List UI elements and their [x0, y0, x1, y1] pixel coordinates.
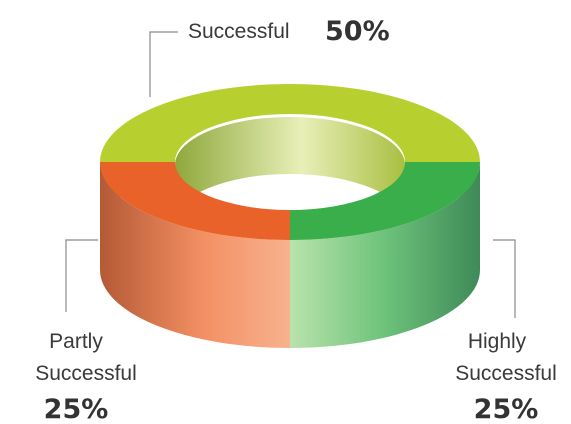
leader-line-partly-successful [65, 239, 98, 312]
slice-side-1 [290, 162, 480, 348]
donut-inner-wall [175, 117, 405, 222]
slices [100, 84, 480, 348]
slice-top-successful [100, 84, 480, 162]
slice-top-partly-successful [100, 162, 290, 240]
leader-line-successful [149, 31, 178, 97]
slice-label-highly-successful: Highly Successful 25% [455, 330, 557, 424]
label-highly-value: 25% [474, 394, 539, 424]
label-partly-line2: Successful [35, 362, 137, 385]
slice-label-partly-successful: Partly Successful 25% [35, 330, 137, 424]
leader-line-highly-successful [493, 239, 516, 318]
slice-label-successful: Successful 50% [188, 16, 390, 47]
label-partly-value: 25% [44, 394, 109, 424]
slice-side-2 [100, 162, 290, 348]
label-highly-line2: Successful [455, 362, 557, 385]
label-highly-line1: Highly [468, 330, 527, 353]
label-successful-name: Successful [188, 20, 290, 43]
label-successful-value: 50% [325, 16, 390, 47]
slice-top-highly-successful [290, 162, 480, 240]
label-partly-line1: Partly [49, 330, 103, 353]
